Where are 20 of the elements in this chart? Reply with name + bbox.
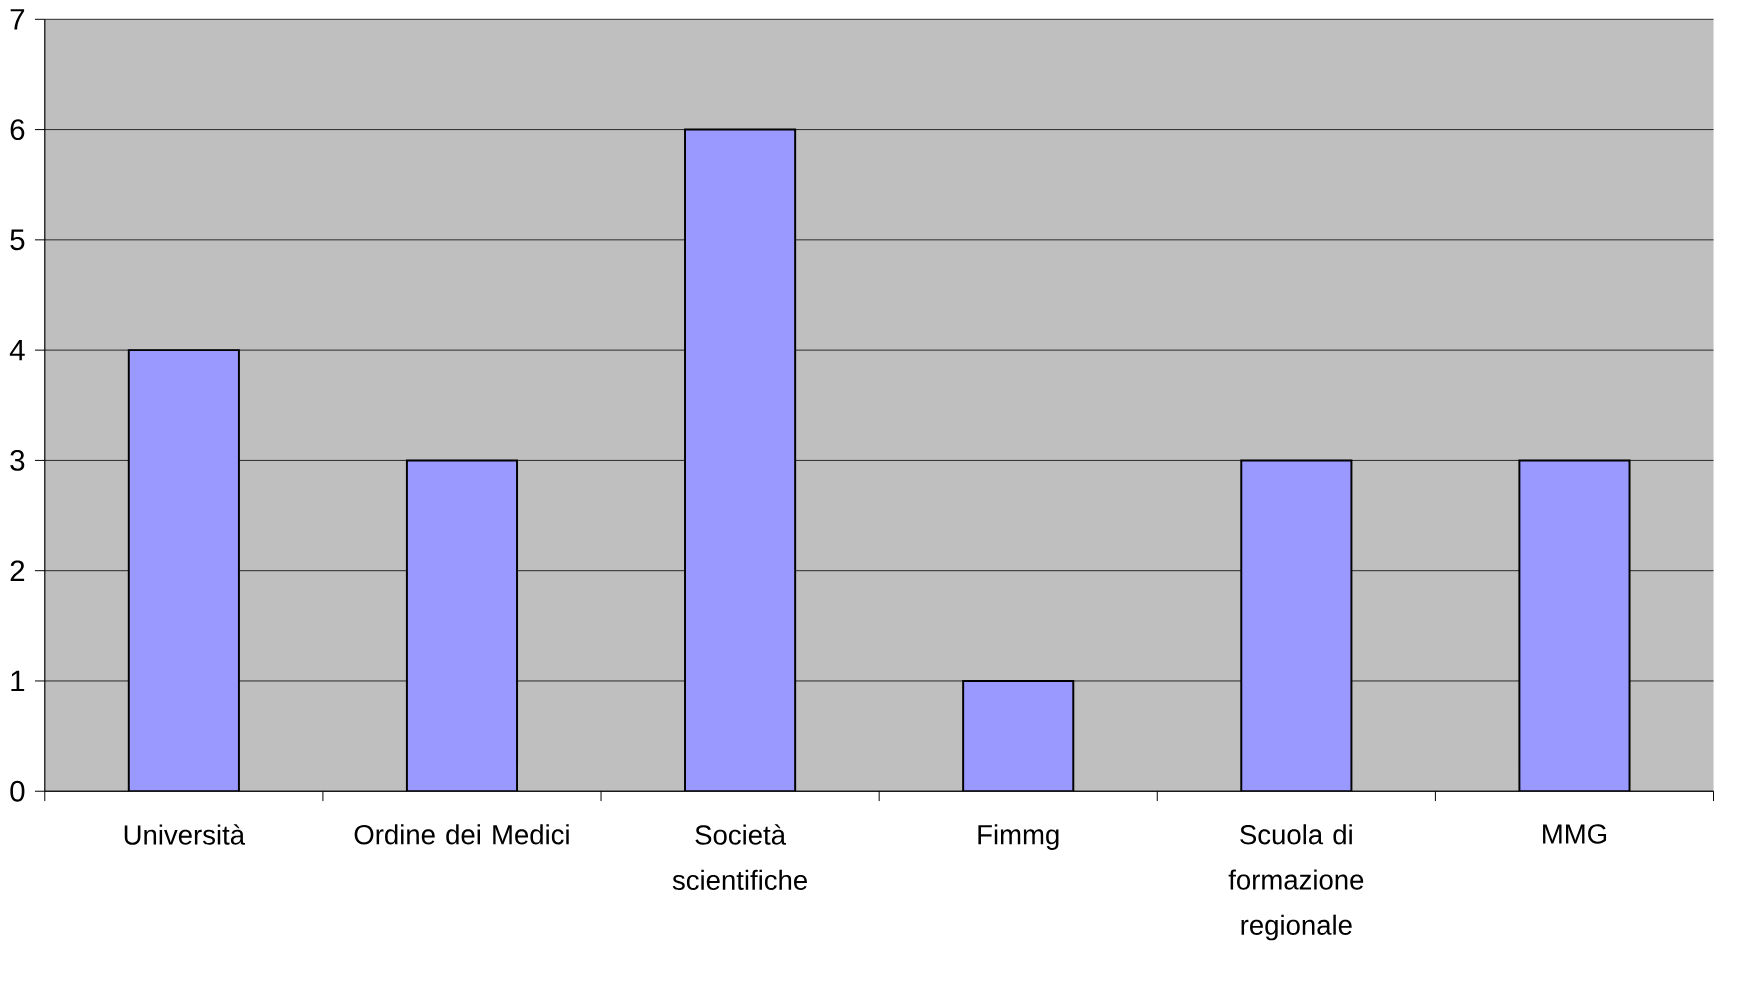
x-tick-label: Fimmg (978, 824, 1059, 850)
x-tick-label: Ordine dei Medici (354, 824, 569, 845)
bar (962, 679, 1075, 792)
bar (1518, 459, 1631, 792)
y-tick-label: 0 (10, 780, 25, 802)
bar (405, 459, 519, 792)
y-tick-label: 5 (10, 229, 25, 251)
x-tick-label: Università (124, 824, 246, 845)
y-tick-label: 7 (10, 9, 25, 30)
bar (1240, 459, 1353, 792)
bar (684, 128, 797, 792)
y-tick-label: 2 (10, 560, 25, 581)
y-tick-label: 6 (10, 119, 25, 140)
x-tick-label: Società scientifiche (672, 824, 807, 890)
bar (127, 349, 240, 792)
y-tick-label: 3 (10, 449, 25, 471)
y-tick-label: 4 (9, 339, 25, 361)
y-tick-label: 1 (11, 670, 25, 691)
x-tick-label: MMG (1543, 824, 1607, 844)
x-tick-label: Scuola di formazione regionale (1228, 824, 1364, 941)
